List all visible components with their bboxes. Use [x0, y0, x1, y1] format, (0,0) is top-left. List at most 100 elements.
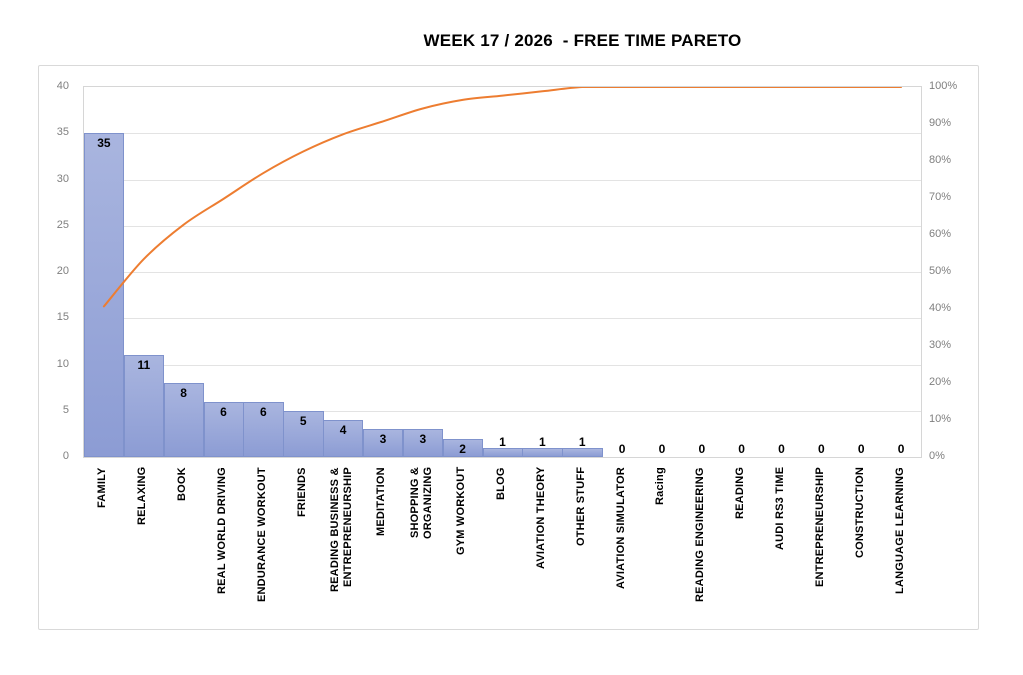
- plot-area: 35 11 8 6 6 5 4 3 3 2 1 1 1 0 0 0 0 0 0 0 0: [83, 86, 922, 458]
- bar-value-label: 11: [137, 358, 151, 373]
- x-axis-label: GYM WORKOUT: [442, 457, 482, 627]
- bar-value-label: 0: [857, 442, 865, 456]
- x-axis-label-text: FRIENDS: [295, 467, 308, 517]
- bar-value-label: 0: [818, 442, 825, 456]
- bar[interactable]: [363, 429, 404, 457]
- bar[interactable]: [323, 420, 364, 457]
- x-axis-label: LANGUAGE LEARNING: [880, 457, 920, 627]
- y-axis-tick: 20: [56, 265, 69, 277]
- x-axis-label-text: GYM WORKOUT: [455, 467, 468, 556]
- bar-value-label: 0: [618, 442, 626, 456]
- y-axis-tick: 10: [56, 357, 69, 370]
- y-axis-tick: 15: [56, 311, 69, 324]
- y-axis-tick: 25: [56, 218, 69, 231]
- pct-axis-tick: 50%: [929, 265, 952, 277]
- bar-value-label: 2: [459, 441, 466, 456]
- x-axis-label-text: READING ENGINEERING: [694, 467, 707, 602]
- bar-value-label: 3: [419, 432, 427, 447]
- chart-frame[interactable]: 0 5 10 15 20 25 30 35 40 0% 10% 20% 30% 40% 50% 60% 70%…: [38, 65, 979, 630]
- pct-axis-tick: 30%: [929, 339, 952, 351]
- pct-axis-tick: 60%: [929, 228, 952, 240]
- bar-value-label: 0: [778, 442, 785, 456]
- x-axis-label: FRIENDS: [282, 457, 322, 627]
- x-axis-label-text: BOOK: [176, 467, 189, 501]
- bar[interactable]: [123, 355, 165, 457]
- bar-value-label: 5: [299, 413, 307, 428]
- bar[interactable]: [522, 447, 563, 457]
- x-axis-label-text: Racing: [654, 467, 667, 505]
- x-axis-label: SHOPPING & ORGANIZING: [402, 457, 442, 627]
- pct-axis-tick: 10%: [929, 413, 952, 425]
- x-axis-label: RELAXING: [123, 457, 163, 627]
- y-axis-primary: 0 5 10 15 20 25 30 35 40: [39, 80, 77, 462]
- x-axis-label-text: CONSTRUCTION: [853, 467, 866, 559]
- gridline: [84, 179, 921, 181]
- bar[interactable]: [442, 438, 484, 457]
- y-axis-tick: 30: [56, 172, 69, 185]
- bar[interactable]: [84, 133, 125, 457]
- x-axis-label: REAL WORLD DRIVING: [203, 457, 243, 627]
- gridline: [84, 133, 921, 135]
- bar-value-label: 8: [180, 386, 187, 400]
- x-axis-label: READING: [721, 457, 761, 627]
- x-axis-label: CONSTRUCTION: [840, 457, 880, 627]
- x-axis-label-text: READING: [734, 467, 747, 520]
- x-axis-label: ENTREPRENEURSHIP: [800, 457, 840, 627]
- pct-axis-tick: 20%: [929, 376, 952, 388]
- y-axis-tick: 0: [62, 450, 69, 462]
- bar[interactable]: [562, 447, 603, 457]
- gridline: [84, 318, 921, 320]
- x-axis-label: AUDI RS3 TIME: [761, 457, 801, 627]
- pct-axis-tick: 70%: [929, 191, 952, 203]
- pct-axis-tick: 0%: [929, 450, 945, 462]
- x-axis-label-text: REAL WORLD DRIVING: [216, 467, 228, 594]
- x-axis-label-text: AUDI RS3 TIME: [774, 467, 786, 551]
- bar[interactable]: [163, 383, 205, 457]
- bar-value-label: 1: [499, 434, 506, 449]
- bar[interactable]: [283, 410, 324, 457]
- bar-value-label: 0: [897, 442, 905, 456]
- x-axis-label-text: RELAXING: [136, 467, 149, 526]
- x-axis-label-text: FAMILY: [96, 467, 109, 508]
- x-axis-label: AVIATION THEORY: [521, 457, 561, 627]
- pct-axis-tick: 80%: [929, 154, 952, 166]
- x-axis-label-text: ENTREPRENEURSHIP: [813, 467, 826, 587]
- bar-value-label: 3: [379, 432, 387, 447]
- x-axis-label-text: AVIATION SIMULATOR: [614, 467, 627, 589]
- x-axis-label-text: OTHER STUFF: [574, 467, 587, 547]
- gridline: [84, 225, 921, 227]
- x-axis-label-text: ENDURANCE WORKOUT: [255, 467, 268, 602]
- x-axis: FAMILY RELAXING BOOK REAL WORLD DRIVING ENDU…: [83, 457, 920, 627]
- x-axis-label-text: LANGUAGE LEARNING: [893, 467, 906, 594]
- x-axis-label: AVIATION SIMULATOR: [601, 457, 641, 627]
- bar-value-label: 35: [97, 136, 111, 151]
- gridline: [84, 364, 921, 366]
- x-axis-label: BOOK: [163, 457, 203, 627]
- bar[interactable]: [243, 401, 284, 457]
- x-axis-label-text: AVIATION THEORY: [534, 467, 547, 570]
- cumulative-line[interactable]: [84, 87, 921, 457]
- chart-title: WEEK 17 / 2026 - FREE TIME PARETO: [423, 31, 742, 50]
- bar-value-label: 0: [698, 442, 706, 456]
- x-axis-label-text: BLOG: [495, 467, 507, 500]
- x-axis-label: ENDURANCE WORKOUT: [242, 457, 282, 627]
- x-axis-label: READING BUSINESS & ENTREPRENEURSHIP: [322, 457, 362, 627]
- pct-axis-tick: 40%: [929, 302, 952, 314]
- x-axis-label: FAMILY: [83, 457, 123, 627]
- x-axis-label: BLOG: [482, 457, 522, 627]
- bar-value-label: 1: [539, 434, 546, 449]
- bar-value-label: 4: [339, 423, 347, 437]
- x-axis-label: MEDITATION: [362, 457, 402, 627]
- gridline: [84, 272, 921, 273]
- x-axis-label-text: READING BUSINESS & ENTREPRENEURSHIP: [329, 467, 355, 592]
- pct-axis-tick: 90%: [929, 117, 952, 129]
- bar[interactable]: [203, 401, 244, 457]
- bar[interactable]: [482, 447, 523, 457]
- x-axis-label-text: MEDITATION: [375, 467, 388, 536]
- bar-value-label: 0: [738, 442, 745, 456]
- gridline: [84, 410, 921, 412]
- x-axis-label: READING ENGINEERING: [681, 457, 721, 627]
- bar-value-label: 0: [658, 442, 666, 456]
- y-axis-secondary: 0% 10% 20% 30% 40% 50% 60% 70% 80% 90% 100%: [929, 80, 977, 462]
